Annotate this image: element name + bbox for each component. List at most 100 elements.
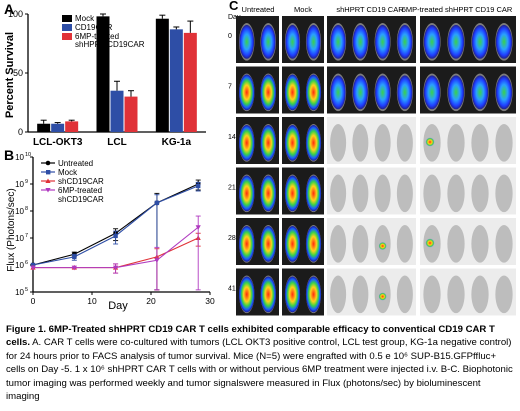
mouse [471, 174, 489, 213]
mouse [330, 124, 347, 162]
mouse [471, 124, 489, 162]
a-category-label: LCL [107, 137, 126, 148]
signal-overlay [495, 24, 513, 59]
panel-a-label: A [4, 1, 14, 17]
bar [124, 96, 138, 132]
signal-overlay [305, 276, 322, 313]
signal-overlay [330, 75, 346, 110]
signal-overlay [239, 74, 255, 111]
mouse [396, 225, 413, 263]
a-ytick-label: 100 [8, 9, 23, 19]
signal-overlay [260, 276, 276, 313]
b-ytick-exponent: 5 [25, 287, 28, 293]
signal-overlay [330, 24, 346, 59]
a-ytick-label: 0 [18, 127, 23, 137]
panel-b-legend: Untreated Mock shCD19CAR 6MP-treated shC… [41, 159, 104, 204]
legend-marker-6mp [45, 188, 51, 193]
signal-overlay [352, 75, 368, 110]
signal-overlay [239, 124, 255, 161]
mouse [447, 124, 465, 162]
mouse [495, 174, 513, 213]
data-point [195, 225, 201, 231]
b-ytick-label: 10 [15, 234, 24, 243]
a-category-label: LCL-OKT3 [33, 137, 83, 148]
b-xtick-label: 0 [31, 296, 36, 306]
bar [169, 29, 183, 133]
data-point [196, 183, 201, 189]
legend-untreated: Untreated [58, 159, 93, 168]
b-ytick-label: 10 [15, 261, 24, 270]
b-ytick-exponent: 7 [25, 233, 28, 239]
legend-6mp: 6MP-treated [75, 32, 119, 41]
day-label: 7 [228, 84, 232, 91]
legend-shcd19car: shCD19CAR [58, 177, 104, 186]
signal-overlay [305, 225, 322, 262]
mouse [495, 124, 513, 162]
legend-mock: Mock [75, 14, 95, 23]
mouse [352, 174, 369, 213]
bar [183, 32, 197, 132]
mouse [447, 174, 465, 213]
bar [96, 16, 110, 132]
signal-overlay [239, 175, 255, 212]
b-ytick-exponent: 10 [25, 152, 31, 158]
signal-overlay [375, 75, 391, 110]
signal-overlay [423, 24, 441, 59]
panel-b-label: B [4, 147, 14, 163]
signal-overlay [352, 24, 368, 59]
signal-overlay [375, 24, 391, 59]
panel-c-day-label: Day [228, 14, 241, 21]
mouse [352, 275, 369, 314]
signal-overlay [260, 74, 276, 111]
signal-overlay [447, 75, 465, 110]
panel-a: A Percent Survival 0 50 100 LCL-OKT3 LCL KG-1… [4, 1, 206, 148]
mouse [396, 124, 413, 162]
panel-c: C Day Untreated Mock shHPRT CD19 CAR 6MP… [228, 0, 516, 316]
b-ytick-label: 10 [15, 153, 24, 162]
legend-marker-mock [46, 170, 51, 175]
data-point [113, 265, 119, 271]
legend-swatch-6mp [62, 33, 72, 40]
mouse [396, 275, 413, 314]
b-ytick-label: 10 [15, 207, 24, 216]
panel-c-label: C [229, 0, 239, 13]
signal-overlay [260, 24, 276, 59]
day-label: 21 [228, 185, 236, 192]
day-label: 41 [228, 286, 236, 293]
b-ytick-label: 10 [15, 180, 24, 189]
col-header-untreated: Untreated [242, 5, 275, 14]
mouse [352, 225, 369, 263]
signal-overlay [471, 75, 489, 110]
caption-body: A. CAR T cells were co-cultured with tum… [6, 337, 513, 403]
legend-b-shcd19car-2: shCD19CAR [58, 195, 104, 204]
panel-a-legend: Mock CD19CAR 6MP-treated shHPRT CD19CAR [62, 14, 145, 49]
signal-overlay [260, 175, 276, 212]
col-header-shhprt: shHPRT CD19 CAR [336, 5, 404, 14]
mouse [374, 124, 391, 162]
tumor-spot [425, 137, 435, 147]
signal-overlay [284, 74, 301, 111]
legend-shhprt: shHPRT CD19CAR [75, 40, 145, 49]
legend-marker-shcd19car [45, 178, 51, 183]
legend-swatch-cd19car [62, 24, 72, 31]
signal-overlay [305, 175, 322, 212]
signal-overlay [284, 276, 301, 313]
mouse [423, 275, 441, 314]
b-xtick-label: 10 [87, 296, 97, 306]
legend-b-mock: Mock [58, 168, 78, 177]
legend-cd19car: CD19CAR [75, 23, 113, 32]
panel-a-bars [37, 13, 197, 133]
legend-marker-untreated [45, 160, 51, 166]
panel-b-ylabel: Flux (Photons/sec) [6, 188, 17, 271]
mouse [330, 174, 347, 213]
signal-overlay [239, 276, 255, 313]
signal-overlay [239, 24, 255, 59]
mouse [471, 275, 489, 314]
data-point [113, 233, 118, 239]
legend-swatch-mock [62, 15, 72, 22]
b-ytick-exponent: 8 [25, 206, 28, 212]
data-point [154, 200, 160, 206]
a-category-label: KG-1a [162, 137, 192, 148]
day-label: 14 [228, 134, 236, 141]
